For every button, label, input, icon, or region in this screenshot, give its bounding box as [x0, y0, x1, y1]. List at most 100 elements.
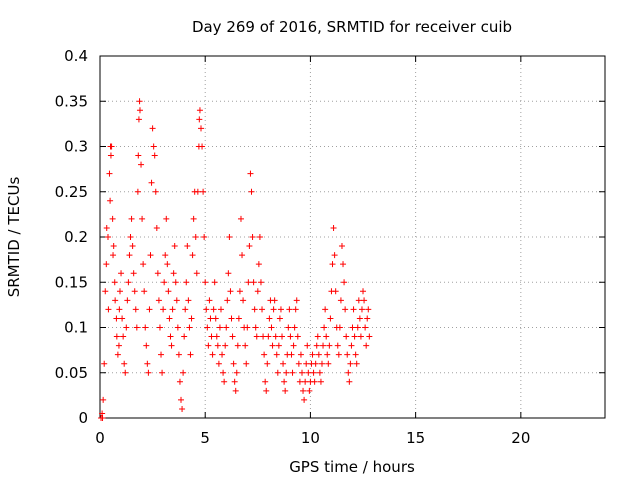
data-point — [273, 351, 280, 358]
data-point — [109, 215, 116, 222]
data-point — [119, 315, 126, 322]
data-point — [140, 261, 147, 268]
y-tick-label: 0 — [78, 409, 88, 427]
data-point — [338, 243, 345, 250]
data-point — [289, 369, 296, 376]
data-point — [175, 351, 182, 358]
data-point — [232, 387, 239, 394]
data-point — [201, 234, 208, 240]
data-point — [345, 369, 352, 376]
data-point — [251, 306, 258, 313]
data-point — [272, 333, 279, 340]
data-point — [295, 360, 302, 367]
y-tick-label: 0.3 — [64, 138, 88, 156]
data-point — [102, 288, 109, 295]
data-point — [116, 306, 123, 313]
data-point — [288, 351, 295, 358]
data-point — [325, 360, 332, 367]
data-point — [189, 252, 196, 259]
data-point — [162, 252, 169, 259]
data-point — [143, 342, 150, 349]
data-point — [364, 315, 371, 322]
data-point — [169, 306, 176, 313]
data-point — [236, 288, 243, 295]
data-point — [294, 333, 301, 340]
x-tick-label: 5 — [200, 429, 210, 447]
data-point — [327, 315, 334, 322]
data-point — [132, 306, 139, 313]
data-point — [254, 288, 261, 295]
data-point — [268, 324, 275, 331]
data-point — [255, 261, 262, 268]
data-point — [107, 152, 114, 159]
data-point — [110, 243, 117, 250]
data-point — [316, 369, 323, 376]
data-point — [246, 243, 253, 250]
data-point — [257, 279, 264, 286]
data-point — [205, 342, 212, 349]
data-point — [262, 378, 269, 385]
data-point — [213, 333, 220, 340]
data-point — [314, 333, 321, 340]
data-point — [354, 324, 361, 331]
data-point — [147, 252, 154, 259]
data-point — [350, 306, 357, 313]
data-point — [321, 324, 328, 331]
data-point — [163, 215, 170, 222]
data-point — [305, 369, 312, 376]
data-point — [351, 333, 358, 340]
data-point — [336, 324, 343, 331]
x-tick-label: 0 — [95, 429, 105, 447]
data-point — [313, 342, 320, 349]
data-point — [105, 306, 112, 313]
data-point — [221, 378, 228, 385]
data-point — [148, 179, 155, 186]
data-point — [324, 351, 331, 358]
data-point — [315, 351, 322, 358]
data-point — [198, 125, 204, 132]
x-axis-label: GPS time / hours — [289, 458, 415, 476]
data-point — [127, 234, 134, 240]
data-point — [323, 333, 330, 340]
data-point — [352, 351, 359, 358]
data-point — [141, 288, 148, 295]
data-point — [365, 306, 372, 313]
data-point — [122, 369, 129, 376]
data-point — [103, 224, 110, 231]
data-point — [124, 297, 131, 304]
data-point — [348, 342, 355, 349]
data-point — [331, 252, 338, 259]
data-point — [231, 378, 238, 385]
data-point — [341, 279, 348, 286]
data-point — [223, 324, 230, 331]
data-point — [113, 333, 120, 340]
data-point — [317, 378, 324, 385]
data-point — [149, 125, 156, 132]
data-point — [168, 342, 175, 349]
data-point — [282, 387, 289, 394]
data-point — [312, 360, 319, 367]
data-point — [256, 234, 263, 240]
data-point — [228, 315, 235, 322]
data-point — [101, 360, 108, 367]
data-point — [300, 387, 307, 394]
data-point — [227, 288, 234, 295]
data-point — [237, 215, 244, 222]
data-point — [220, 369, 227, 376]
data-point — [202, 279, 209, 286]
data-point — [287, 333, 294, 340]
data-point — [250, 279, 257, 286]
data-point — [362, 324, 369, 331]
data-point — [150, 143, 157, 150]
data-point — [249, 234, 256, 240]
data-point — [142, 324, 149, 331]
data-point — [135, 152, 142, 159]
data-point — [247, 170, 254, 177]
data-point — [271, 297, 278, 304]
data-point — [279, 333, 286, 340]
data-point — [154, 270, 161, 277]
data-point — [337, 297, 344, 304]
data-point — [180, 369, 187, 376]
data-point — [329, 261, 336, 268]
data-point — [224, 297, 231, 304]
